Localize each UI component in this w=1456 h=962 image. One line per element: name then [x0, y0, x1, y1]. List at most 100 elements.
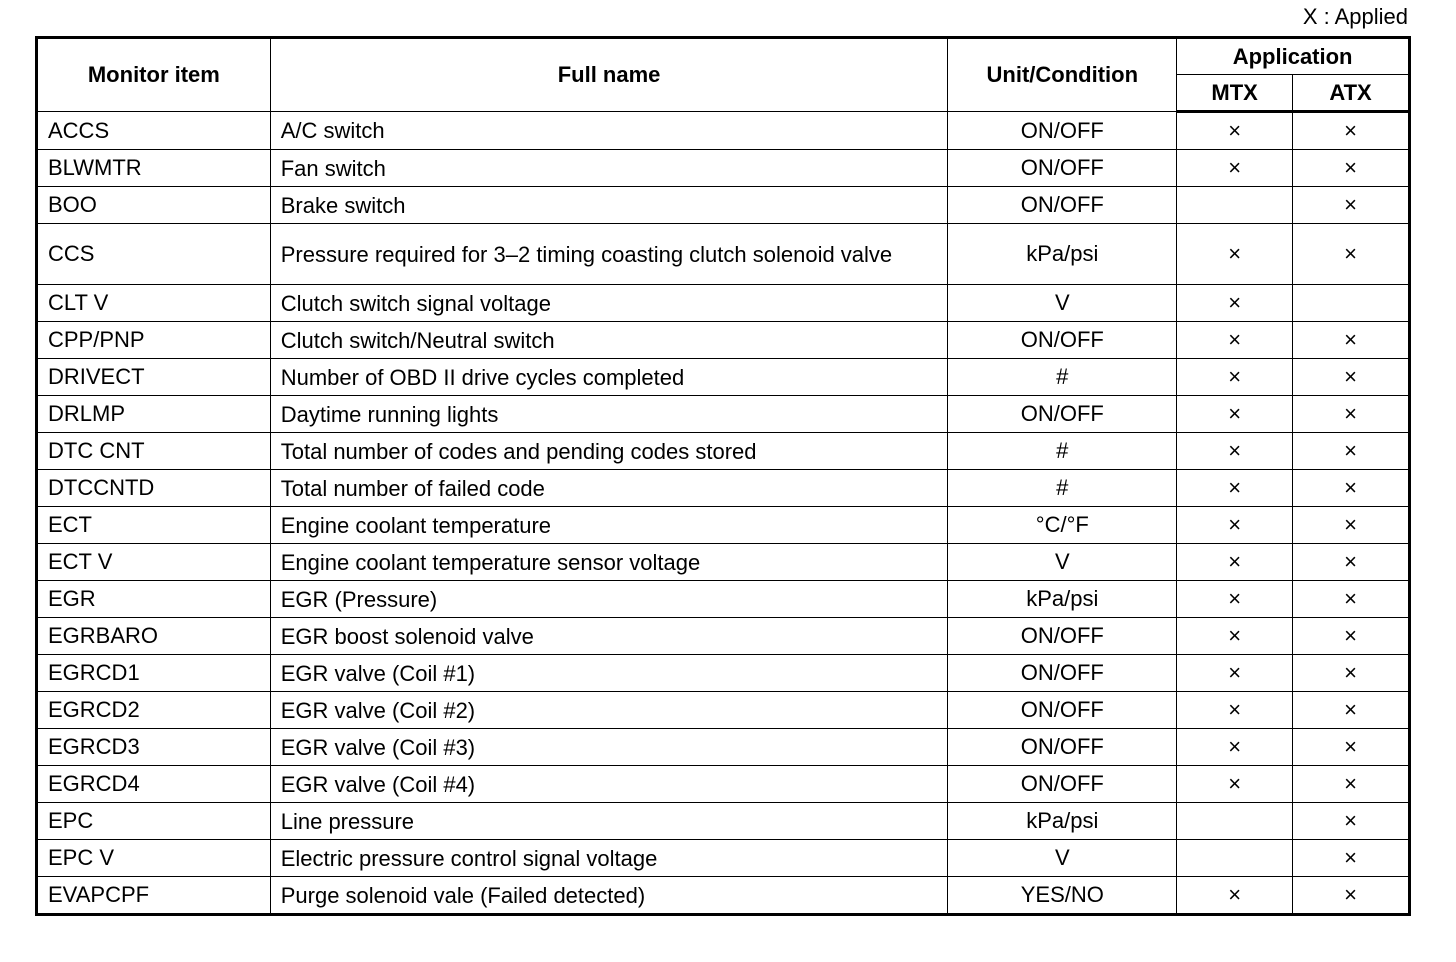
cell-atx: ×: [1292, 358, 1410, 396]
cell-mtx: ×: [1176, 284, 1294, 322]
cell-atx: ×: [1292, 186, 1410, 224]
cell-atx: ×: [1292, 728, 1410, 766]
cell-monitor-item: EGRCD2: [36, 691, 271, 729]
cell-mtx: [1176, 839, 1294, 877]
cell-mtx: ×: [1176, 543, 1294, 581]
cell-mtx: ×: [1176, 617, 1294, 655]
cell-unit-condition: ON/OFF: [947, 149, 1178, 187]
cell-mtx: ×: [1176, 395, 1294, 433]
cell-mtx: ×: [1176, 358, 1294, 396]
cell-full-name: EGR valve (Coil #3): [269, 728, 949, 766]
cell-atx: ×: [1292, 876, 1410, 915]
cell-monitor-item: EVAPCPF: [36, 876, 271, 915]
cell-mtx: ×: [1176, 469, 1294, 507]
cell-full-name: Engine coolant temperature: [269, 506, 949, 544]
table-row: EPC V Electric pressure control signal vo…: [36, 839, 1410, 877]
cell-monitor-item: EGRBARO: [36, 617, 271, 655]
cell-unit-condition: ON/OFF: [947, 186, 1178, 224]
cell-monitor-item: ECT V: [36, 543, 271, 581]
cell-monitor-item: CLT V: [36, 284, 271, 322]
table-row: ECT V Engine coolant temperature sensor v…: [36, 543, 1410, 581]
header-atx: ATX: [1292, 74, 1410, 113]
cell-full-name: Total number of codes and pending codes …: [269, 432, 949, 470]
legend-applied: X : Applied: [1302, 4, 1408, 29]
cell-unit-condition: kPa/psi: [947, 580, 1178, 618]
table-row: ECT Engine coolant temperature °C/°F × ×: [36, 506, 1410, 544]
table-row: DRIVECT Number of OBD II drive cycles com…: [36, 358, 1410, 396]
cell-unit-condition: YES/NO: [947, 876, 1178, 915]
cell-mtx: [1176, 802, 1294, 840]
cell-atx: ×: [1292, 654, 1410, 692]
table-row: ACCS A/C switch ON/OFF × ×: [36, 111, 1410, 150]
table-row: DTCCNTD Total number of failed code # × ×: [36, 469, 1410, 507]
table-row: BOO Brake switch ON/OFF ×: [36, 186, 1410, 224]
cell-mtx: [1176, 186, 1294, 224]
cell-full-name: EGR (Pressure): [269, 580, 949, 618]
cell-atx: ×: [1292, 469, 1410, 507]
cell-atx: ×: [1292, 543, 1410, 581]
cell-full-name: Brake switch: [269, 186, 949, 224]
table-row: DTC CNT Total number of codes and pending…: [36, 432, 1410, 470]
cell-full-name: Engine coolant temperature sensor voltag…: [269, 543, 949, 581]
table-row: EGRCD3 EGR valve (Coil #3) ON/OFF × ×: [36, 728, 1410, 766]
header-mtx: MTX: [1176, 74, 1294, 113]
table-row: CPP/PNP Clutch switch/Neutral switch ON/OF…: [36, 321, 1410, 359]
table-row: CCS Pressure required for 3–2 timing coas…: [36, 223, 1410, 285]
cell-unit-condition: #: [947, 432, 1178, 470]
cell-mtx: ×: [1176, 580, 1294, 618]
cell-unit-condition: ON/OFF: [947, 691, 1178, 729]
cell-monitor-item: BOO: [36, 186, 271, 224]
table-row: EVAPCPF Purge solenoid vale (Failed detec…: [36, 876, 1410, 915]
cell-mtx: ×: [1176, 691, 1294, 729]
cell-unit-condition: #: [947, 358, 1178, 396]
cell-monitor-item: DRLMP: [36, 395, 271, 433]
cell-atx: [1292, 284, 1410, 322]
cell-mtx: ×: [1176, 149, 1294, 187]
cell-monitor-item: EPC V: [36, 839, 271, 877]
table-row: CLT V Clutch switch signal voltage V ×: [36, 284, 1410, 322]
cell-full-name: Number of OBD II drive cycles completed: [269, 358, 949, 396]
cell-atx: ×: [1292, 111, 1410, 150]
cell-monitor-item: EGR: [36, 580, 271, 618]
table-row: EGRCD4 EGR valve (Coil #4) ON/OFF × ×: [36, 765, 1410, 803]
cell-atx: ×: [1292, 223, 1410, 285]
cell-full-name: Fan switch: [269, 149, 949, 187]
cell-unit-condition: #: [947, 469, 1178, 507]
cell-monitor-item: DTCCNTD: [36, 469, 271, 507]
cell-monitor-item: CCS: [36, 223, 271, 285]
cell-full-name: Clutch switch/Neutral switch: [269, 321, 949, 359]
header-unit-condition: Unit/Condition: [947, 37, 1178, 112]
cell-unit-condition: °C/°F: [947, 506, 1178, 544]
cell-monitor-item: EGRCD3: [36, 728, 271, 766]
header-monitor-item: Monitor item: [36, 37, 271, 112]
cell-atx: ×: [1292, 765, 1410, 803]
cell-mtx: ×: [1176, 654, 1294, 692]
cell-unit-condition: V: [947, 284, 1178, 322]
cell-mtx: ×: [1176, 111, 1294, 150]
cell-unit-condition: kPa/psi: [947, 802, 1178, 840]
cell-full-name: Electric pressure control signal voltage: [269, 839, 949, 877]
cell-mtx: ×: [1176, 876, 1294, 915]
cell-mtx: ×: [1176, 728, 1294, 766]
cell-unit-condition: ON/OFF: [947, 111, 1178, 150]
cell-atx: ×: [1292, 506, 1410, 544]
table-row: EGRBARO EGR boost solenoid valve ON/OFF × ×: [36, 617, 1410, 655]
table-row: EGRCD2 EGR valve (Coil #2) ON/OFF × ×: [36, 691, 1410, 729]
cell-unit-condition: ON/OFF: [947, 321, 1178, 359]
cell-full-name: EGR boost solenoid valve: [269, 617, 949, 655]
header-application: Application: [1176, 37, 1410, 75]
cell-atx: ×: [1292, 149, 1410, 187]
cell-atx: ×: [1292, 617, 1410, 655]
cell-unit-condition: ON/OFF: [947, 765, 1178, 803]
cell-full-name: Pressure required for 3–2 timing coastin…: [269, 223, 949, 285]
cell-mtx: ×: [1176, 321, 1294, 359]
cell-monitor-item: EGRCD4: [36, 765, 271, 803]
cell-full-name: A/C switch: [269, 111, 949, 150]
cell-unit-condition: ON/OFF: [947, 728, 1178, 766]
cell-mtx: ×: [1176, 223, 1294, 285]
cell-mtx: ×: [1176, 506, 1294, 544]
table-row: EGRCD1 EGR valve (Coil #1) ON/OFF × ×: [36, 654, 1410, 692]
table-row: DRLMP Daytime running lights ON/OFF × ×: [36, 395, 1410, 433]
cell-monitor-item: CPP/PNP: [36, 321, 271, 359]
cell-unit-condition: ON/OFF: [947, 654, 1178, 692]
